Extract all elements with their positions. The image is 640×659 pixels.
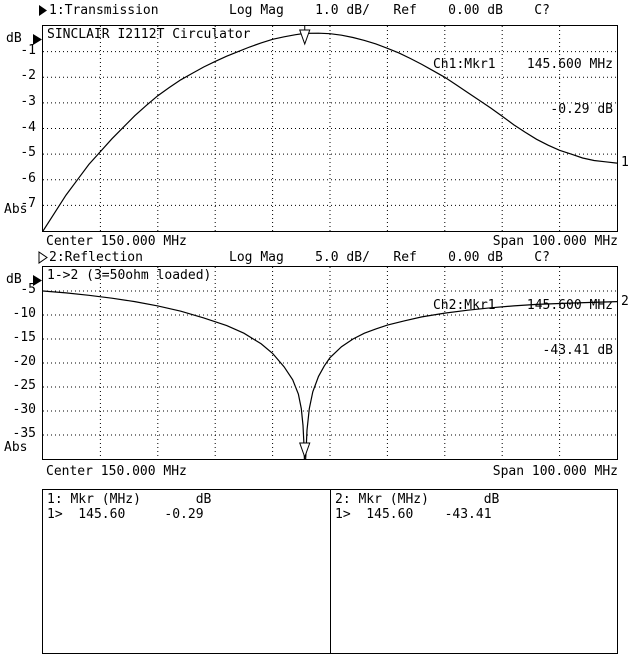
marker-table-ch1-header: 1: Mkr (MHz) dB	[47, 492, 212, 507]
y-tick-label: -1	[20, 43, 36, 58]
ch1-y-ticks: -1 -2 -3 -4 -5 -6 -7	[0, 25, 38, 230]
ch2-marker-arrow-icon	[299, 442, 311, 459]
marker-table-ch1-cell: 1: Mkr (MHz) dB 1> 145.60 -0.29	[42, 489, 331, 654]
ch1-marker-value: -0.29 dB	[550, 102, 613, 117]
ch2-y-unit-label: dB	[6, 272, 22, 287]
ch2-inactive-indicator-icon	[38, 251, 48, 264]
y-tick-label: -7	[20, 196, 36, 211]
marker-table-ch1-row: 1> 145.60 -0.29	[47, 507, 204, 522]
ch2-center-frequency-label: Center 150.000 MHz	[46, 464, 187, 479]
y-tick-label: -30	[12, 402, 36, 417]
y-tick-label: -25	[12, 378, 36, 393]
ch2-status-text: 2:Reflection Log Mag 5.0 dB/ Ref 0.00 dB…	[49, 250, 550, 265]
ch1-span-label: Span 100.000 MHz	[492, 234, 618, 249]
ch1-marker-readout: Ch1:Mkr1 145.600 MHz -0.29 dB	[433, 27, 613, 147]
ch1-marker-arrow-icon	[299, 29, 311, 46]
ch1-marker-frequency: Ch1:Mkr1 145.600 MHz	[432, 57, 613, 72]
y-tick-label: -2	[20, 68, 36, 83]
ch2-trace-number: 2	[621, 294, 629, 309]
marker-table: 1: Mkr (MHz) dB 1> 145.60 -0.29 2: Mkr (…	[42, 489, 618, 654]
ch2-span-label: Span 100.000 MHz	[492, 464, 618, 479]
ch2-status-line: 2:Reflection Log Mag 5.0 dB/ Ref 0.00 dB…	[38, 250, 550, 265]
ch2-trace	[43, 290, 617, 459]
ch2-marker-readout: Ch2:Mkr1 145.600 MHz -43.41 dB	[433, 268, 613, 388]
ch1-abs-label: Abs	[4, 202, 28, 217]
ch1-graticule: SINCLAIR I2112T Circulator Ch1:Mkr1 145.…	[42, 25, 618, 232]
ch1-center-frequency-label: Center 150.000 MHz	[46, 234, 187, 249]
y-tick-label: -6	[20, 171, 36, 186]
ch1-trace	[43, 32, 617, 231]
ch1-plot	[43, 26, 617, 231]
ch1-status-text: 1:Transmission Log Mag 1.0 dB/ Ref 0.00 …	[49, 3, 550, 18]
marker-table-ch2-row: 1> 145.60 -43.41	[335, 507, 492, 522]
ch2-marker-value: -43.41 dB	[542, 343, 613, 358]
ch1-trace-number: 1	[621, 155, 629, 170]
ch2-plot	[43, 267, 617, 459]
y-tick-label: -15	[12, 330, 36, 345]
ch2-marker-frequency: Ch2:Mkr1 145.600 MHz	[432, 298, 613, 313]
ch2-trace-title: 1->2 (3=50ohm loaded)	[47, 268, 212, 283]
ch1-y-unit-label: dB	[6, 31, 22, 46]
ch1-status-line: 1:Transmission Log Mag 1.0 dB/ Ref 0.00 …	[38, 3, 550, 18]
ch2-abs-label: Abs	[4, 440, 28, 455]
y-tick-label: -4	[20, 120, 36, 135]
ch2-y-ticks: -5 -10 -15 -20 -25 -30 -35	[0, 266, 38, 458]
marker-table-ch2-header: 2: Mkr (MHz) dB	[335, 492, 500, 507]
y-tick-label: -35	[12, 426, 36, 441]
ch1-x-axis-labels: Center 150.000 MHz Span 100.000 MHz	[42, 234, 618, 249]
y-tick-label: -20	[12, 354, 36, 369]
ch2-x-axis-labels: Center 150.000 MHz Span 100.000 MHz	[42, 464, 618, 479]
y-tick-label: -10	[12, 306, 36, 321]
ch1-trace-title: SINCLAIR I2112T Circulator	[47, 27, 251, 42]
ch1-active-indicator-icon	[38, 4, 48, 17]
y-tick-label: -3	[20, 94, 36, 109]
marker-table-ch2-cell: 2: Mkr (MHz) dB 1> 145.60 -43.41	[330, 489, 618, 654]
ch2-ref-level-indicator-icon	[33, 275, 42, 286]
ch1-ref-level-indicator-icon	[33, 34, 42, 45]
ch2-graticule: 1->2 (3=50ohm loaded) Ch2:Mkr1 145.600 M…	[42, 266, 618, 460]
y-tick-label: -5	[20, 282, 36, 297]
y-tick-label: -5	[20, 145, 36, 160]
